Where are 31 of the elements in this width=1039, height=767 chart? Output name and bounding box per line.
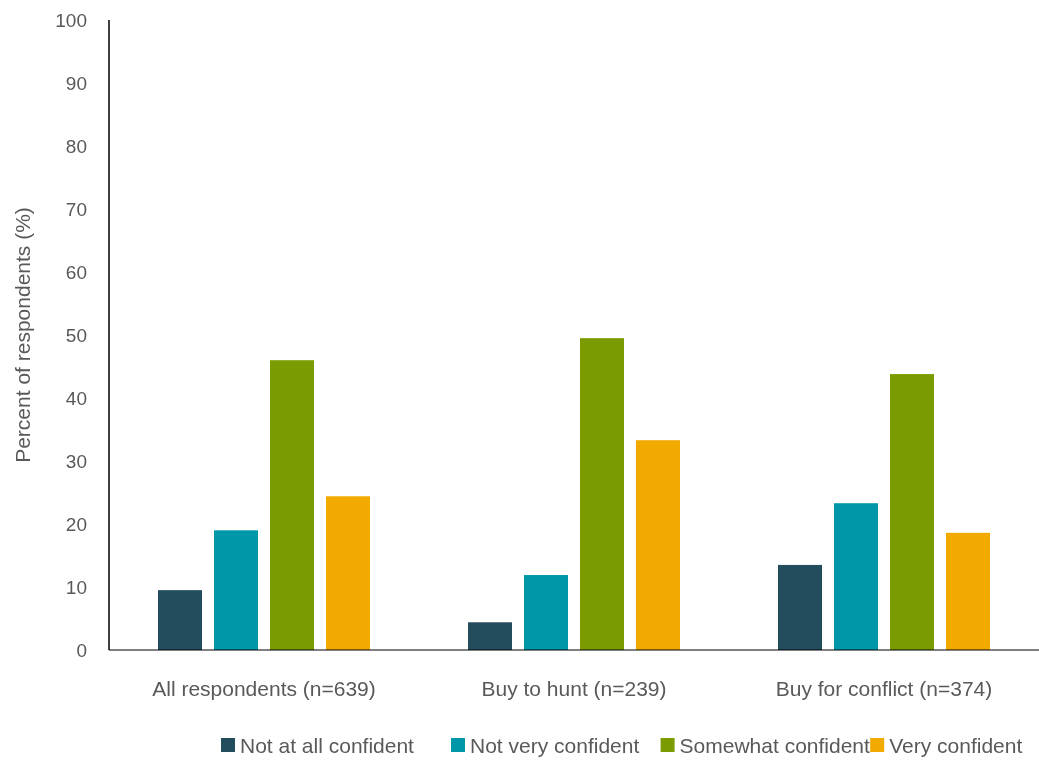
x-tick-label: Buy to hunt (n=239) xyxy=(481,677,667,700)
legend-label: Not very confident xyxy=(470,734,640,757)
y-tick-label: 20 xyxy=(65,513,87,535)
legend-label: Somewhat confident xyxy=(679,734,871,757)
bar xyxy=(778,564,822,650)
legend-label: Not at all confident xyxy=(240,734,415,757)
bar xyxy=(580,338,624,650)
bar xyxy=(158,590,202,650)
legend-label: Very confident xyxy=(889,734,1023,757)
y-tick-label: 40 xyxy=(65,387,87,409)
y-axis-title: Percent of respondents (%) xyxy=(11,207,34,463)
bar xyxy=(270,360,314,650)
bar xyxy=(214,530,258,650)
bar xyxy=(890,374,934,650)
bar xyxy=(326,496,370,650)
y-tick-label: 60 xyxy=(65,261,87,283)
y-tick-label: 30 xyxy=(65,450,87,472)
y-tick-label: 70 xyxy=(65,198,87,220)
y-tick-label: 10 xyxy=(65,576,87,598)
bar xyxy=(834,503,878,650)
bar xyxy=(468,622,512,650)
y-tick-label: 90 xyxy=(65,72,87,94)
x-tick-label: All respondents (n=639) xyxy=(152,677,376,700)
bar xyxy=(946,532,990,650)
bar xyxy=(524,575,568,650)
y-tick-label: 50 xyxy=(65,324,87,346)
y-tick-label: 0 xyxy=(76,639,87,661)
x-tick-label: Buy for conflict (n=374) xyxy=(775,677,993,700)
y-tick-label: 100 xyxy=(55,9,87,31)
bar xyxy=(636,440,680,650)
y-tick-label: 80 xyxy=(65,135,87,157)
